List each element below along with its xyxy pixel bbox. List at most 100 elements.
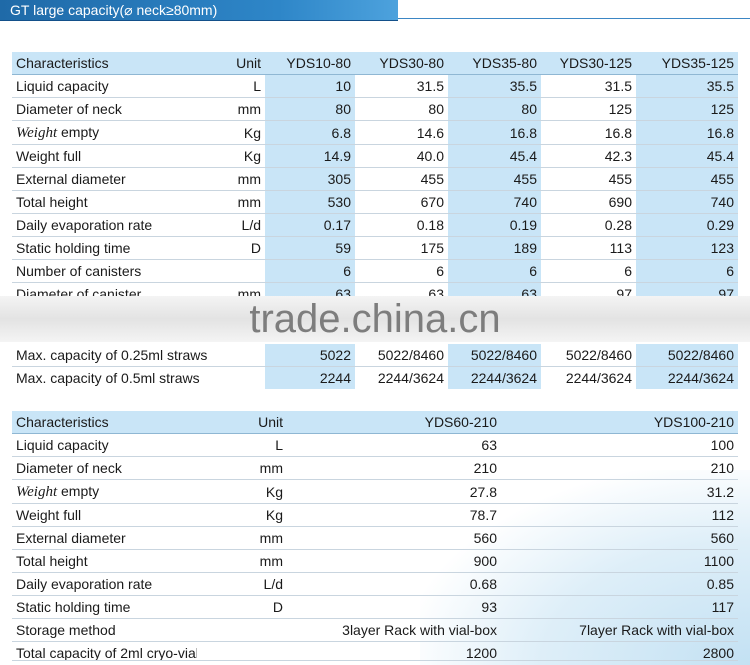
table-row: Weight full Kg 78.7 112: [12, 503, 738, 527]
table-cell-value: 45.4: [448, 144, 541, 168]
table-cell-value: 560: [501, 526, 738, 550]
table-cell-value: 455: [448, 167, 541, 191]
table-cell-value: 189: [448, 236, 541, 260]
table-row: Liquid capacity L 10 31.5 35.5 31.5 35.5: [12, 74, 738, 98]
row-label: Static holding time: [12, 595, 197, 619]
table-cell-value: 2244/3624: [448, 366, 541, 389]
table-cell-value: 5022: [265, 344, 355, 367]
table-cell-value: 3layer Rack with vial-box: [287, 618, 501, 642]
row-label: Diameter of neck: [12, 97, 197, 121]
table-cell-value: 112: [501, 503, 738, 527]
column-header-model: YDS30-80: [355, 52, 448, 75]
table-cell-value: 0.18: [355, 213, 448, 237]
table-cell-value: 35.5: [448, 74, 541, 98]
table-cell-value: 6: [355, 259, 448, 283]
table-cell-value: 10: [265, 74, 355, 98]
table-row: Weight full Kg 14.9 40.0 45.4 42.3 45.4: [12, 144, 738, 168]
column-header-model: YDS60-210: [287, 411, 501, 434]
row-label: Static holding time: [12, 236, 197, 260]
table-row: Storage method 3layer Rack with vial-box 7…: [12, 618, 738, 642]
section-header-bar: GT large capacity(⌀ neck≥80mm): [0, 0, 398, 21]
row-unit: Kg: [197, 479, 287, 504]
row-label: External diameter: [12, 167, 197, 191]
table-cell-value: 5022/8460: [448, 344, 541, 367]
table-cell-value: 123: [636, 236, 738, 260]
column-header-unit: Unit: [197, 52, 265, 75]
row-label: Max. capacity of 0.25ml straws: [16, 347, 208, 363]
table-row: External diameter mm 560 560: [12, 526, 738, 550]
table-cell-value: 530: [265, 190, 355, 214]
table-row: Number of canisters 6 6 6 6 6: [12, 259, 738, 283]
table-cell-value: 670: [355, 190, 448, 214]
table-cell-value: 6.8: [265, 120, 355, 145]
table-cell-value: 0.68: [287, 572, 501, 596]
table-cell-value: 455: [636, 167, 738, 191]
row-label: Number of canisters: [12, 259, 197, 283]
table-row: Diameter of neck mm 80 80 80 125 125: [12, 97, 738, 121]
table-row: Static holding time D 93 117: [12, 595, 738, 619]
table-row: Static holding time D 59 175 189 113 123: [12, 236, 738, 260]
table-cell-value: 6: [636, 259, 738, 283]
table-cell-value: 40.0: [355, 144, 448, 168]
table-cell-value: 80: [265, 97, 355, 121]
table-cell-value: 113: [541, 236, 636, 260]
table-bottom-divider: [12, 660, 738, 661]
table-cell-value: 210: [501, 456, 738, 480]
table-cell-value: 5022/8460: [377, 347, 444, 363]
row-label: Liquid capacity: [16, 437, 109, 453]
row-unit: Kg: [197, 503, 287, 527]
table-row: Max. capacity of 0.25ml straws 5022 5022/8…: [12, 344, 738, 367]
table-cell-value: 210: [287, 456, 501, 480]
table-cell-value: 2800: [501, 641, 738, 664]
row-unit: L/d: [197, 572, 287, 596]
row-label: Storage method: [12, 618, 197, 642]
table-cell-value: 0.19: [448, 213, 541, 237]
row-unit: [197, 259, 265, 283]
table-header-row: Characteristics Unit YDS60-210 YDS100-21…: [12, 411, 738, 434]
row-unit: D: [197, 595, 287, 619]
table-cell-value: 27.8: [287, 479, 501, 504]
row-label: Total capacity of 2ml cryo-vials: [12, 641, 197, 664]
table-cell-value: 0.17: [265, 213, 355, 237]
table-cell-value: 2244: [265, 366, 355, 389]
table-cell-value: 6: [448, 259, 541, 283]
row-unit: mm: [197, 167, 265, 191]
table-cell-value: 31.5: [416, 78, 444, 94]
table-row: Total height mm 900 1100: [12, 549, 738, 573]
table-row: Daily evaporation rate L/d 0.17 0.18 0.19 0.2…: [12, 213, 738, 237]
row-unit: Kg: [197, 120, 265, 145]
table-row: Weight empty Kg 27.8 31.2: [12, 479, 738, 504]
row-label: Liquid capacity: [16, 78, 109, 94]
row-label: Weight full: [12, 503, 197, 527]
table-cell-value: 14.6: [355, 120, 448, 145]
table-cell-value: 175: [355, 236, 448, 260]
table-cell-value: 80: [355, 97, 448, 121]
table-cell-value: 14.9: [265, 144, 355, 168]
column-header-characteristics: Characteristics: [12, 52, 197, 75]
row-unit: L: [275, 437, 283, 453]
table-header-row: Characteristics Unit YDS10-80 YDS30-80 Y…: [12, 52, 738, 75]
table-cell-value: 0.85: [501, 572, 738, 596]
table-cell-value: 2244/3624: [355, 366, 448, 389]
table-cell-value: 125: [636, 97, 738, 121]
table-cell-value: 80: [448, 97, 541, 121]
row-unit: L: [253, 78, 261, 94]
column-header-unit: Unit: [197, 411, 287, 434]
table-cell-value: 100: [710, 437, 734, 453]
table-cell-value: 0.29: [636, 213, 738, 237]
column-header-model: YDS100-210: [501, 411, 738, 434]
table-cell-value: 117: [501, 595, 738, 619]
watermark-band: [0, 296, 750, 342]
row-label: Weight full: [12, 144, 197, 168]
table-cell-value: 690: [541, 190, 636, 214]
row-unit: [197, 641, 287, 664]
section-title: GT large capacity(⌀ neck≥80mm): [10, 2, 218, 18]
row-label: Diameter of neck: [12, 456, 197, 480]
row-label: Total height: [12, 549, 197, 573]
row-unit: L/d: [197, 213, 265, 237]
watermark-text: trade.china.cn: [249, 297, 501, 341]
table-cell-value: 31.5: [604, 78, 632, 94]
row-label: Daily evaporation rate: [12, 213, 197, 237]
table-row: Total capacity of 2ml cryo-vials 1200 2800: [12, 641, 738, 664]
table-row: Weight empty Kg 6.8 14.6 16.8 16.8 16.8: [12, 120, 738, 145]
